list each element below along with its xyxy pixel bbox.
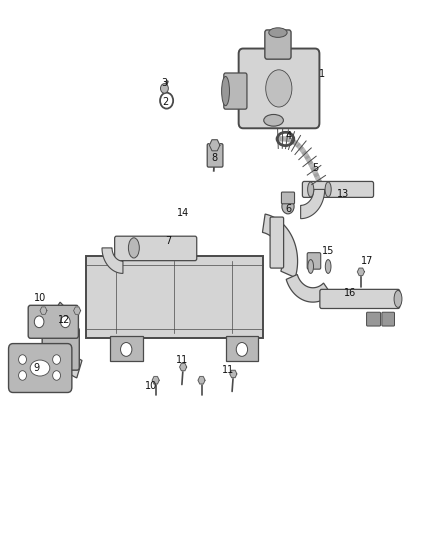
FancyBboxPatch shape — [302, 181, 374, 197]
Circle shape — [53, 370, 60, 380]
Text: 11: 11 — [222, 365, 234, 375]
FancyBboxPatch shape — [9, 344, 72, 392]
Text: 7: 7 — [166, 236, 172, 246]
Text: 10: 10 — [145, 381, 157, 391]
FancyBboxPatch shape — [86, 256, 263, 338]
Text: 12: 12 — [58, 314, 70, 325]
FancyBboxPatch shape — [207, 144, 223, 167]
Polygon shape — [230, 370, 237, 378]
Text: 2: 2 — [162, 96, 169, 107]
Text: 9: 9 — [33, 362, 39, 373]
Circle shape — [160, 84, 168, 93]
Text: 3: 3 — [161, 78, 167, 88]
Circle shape — [53, 355, 60, 365]
FancyBboxPatch shape — [270, 217, 284, 268]
Ellipse shape — [128, 238, 139, 258]
FancyBboxPatch shape — [226, 336, 258, 361]
FancyBboxPatch shape — [42, 328, 79, 370]
Circle shape — [282, 199, 294, 214]
Text: 14: 14 — [177, 208, 189, 219]
Ellipse shape — [325, 182, 331, 197]
FancyBboxPatch shape — [115, 236, 197, 261]
Text: 4: 4 — [286, 131, 292, 141]
FancyBboxPatch shape — [367, 312, 381, 326]
Ellipse shape — [264, 115, 283, 126]
Text: 15: 15 — [322, 246, 334, 255]
FancyBboxPatch shape — [307, 253, 321, 269]
Circle shape — [120, 343, 132, 357]
Polygon shape — [357, 268, 364, 276]
Circle shape — [236, 343, 247, 357]
Ellipse shape — [269, 28, 287, 37]
Polygon shape — [51, 302, 82, 378]
Polygon shape — [209, 140, 220, 151]
Ellipse shape — [307, 182, 314, 197]
FancyBboxPatch shape — [382, 312, 395, 326]
Polygon shape — [198, 377, 205, 384]
Polygon shape — [74, 307, 81, 314]
Polygon shape — [300, 189, 325, 219]
Polygon shape — [286, 274, 331, 302]
FancyBboxPatch shape — [28, 305, 78, 338]
Text: 1: 1 — [318, 69, 325, 79]
Ellipse shape — [222, 76, 230, 106]
Ellipse shape — [30, 360, 50, 376]
Text: 6: 6 — [285, 204, 291, 214]
FancyBboxPatch shape — [282, 192, 294, 204]
Text: 13: 13 — [337, 189, 350, 199]
Text: 16: 16 — [344, 288, 356, 298]
FancyBboxPatch shape — [110, 336, 143, 361]
Ellipse shape — [160, 93, 173, 109]
Ellipse shape — [394, 290, 402, 308]
Ellipse shape — [308, 260, 314, 273]
FancyBboxPatch shape — [320, 289, 400, 309]
Circle shape — [60, 316, 70, 328]
FancyBboxPatch shape — [239, 49, 319, 128]
Circle shape — [18, 355, 26, 365]
Text: 10: 10 — [34, 293, 46, 303]
Polygon shape — [180, 364, 187, 371]
Polygon shape — [262, 214, 297, 278]
Polygon shape — [102, 248, 123, 273]
Text: 17: 17 — [361, 256, 374, 266]
Text: 8: 8 — [212, 152, 218, 163]
Text: 5: 5 — [312, 163, 318, 173]
FancyBboxPatch shape — [224, 73, 247, 109]
Ellipse shape — [325, 260, 331, 273]
Polygon shape — [40, 307, 47, 314]
Circle shape — [34, 316, 44, 328]
Text: 11: 11 — [176, 354, 188, 365]
Circle shape — [18, 370, 26, 380]
Ellipse shape — [266, 70, 292, 107]
Polygon shape — [152, 377, 159, 384]
FancyBboxPatch shape — [265, 30, 291, 59]
